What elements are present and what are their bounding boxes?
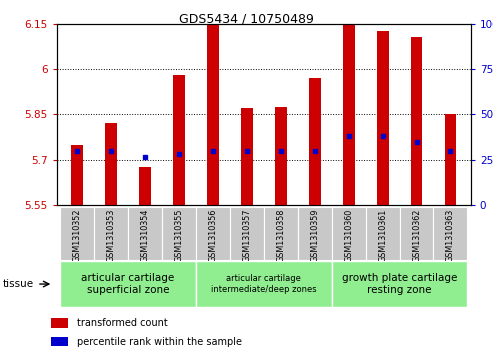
Bar	[173, 75, 185, 205]
Text: articular cartilage
superficial zone: articular cartilage superficial zone	[81, 273, 175, 295]
Text: GDS5434 / 10750489: GDS5434 / 10750489	[179, 13, 314, 26]
Bar	[207, 24, 219, 205]
Text: growth plate cartilage
resting zone: growth plate cartilage resting zone	[342, 273, 457, 295]
Text: GSM1310356: GSM1310356	[209, 208, 217, 262]
Bar	[332, 261, 467, 307]
Bar	[196, 261, 332, 307]
Bar	[445, 114, 457, 205]
Bar	[377, 31, 388, 205]
Text: GSM1310354: GSM1310354	[141, 208, 149, 262]
Bar	[230, 207, 264, 260]
Bar	[433, 207, 467, 260]
Bar	[366, 207, 399, 260]
Bar	[162, 207, 196, 260]
Bar	[51, 318, 68, 328]
Text: GSM1310352: GSM1310352	[72, 208, 81, 262]
Text: articular cartilage
intermediate/deep zones: articular cartilage intermediate/deep zo…	[211, 274, 317, 294]
Bar	[275, 107, 286, 205]
Bar	[139, 167, 151, 205]
Text: GSM1310358: GSM1310358	[276, 208, 285, 262]
Bar	[309, 78, 320, 205]
Bar	[60, 207, 94, 260]
Text: GSM1310353: GSM1310353	[106, 208, 115, 262]
Text: GSM1310359: GSM1310359	[310, 208, 319, 262]
Text: transformed count: transformed count	[76, 318, 167, 328]
Text: GSM1310355: GSM1310355	[175, 208, 183, 262]
Text: GSM1310363: GSM1310363	[446, 208, 455, 262]
Bar	[105, 123, 117, 205]
Bar	[264, 207, 298, 260]
Text: tissue: tissue	[2, 279, 34, 289]
Text: GSM1310357: GSM1310357	[242, 208, 251, 262]
Text: GSM1310360: GSM1310360	[344, 208, 353, 262]
Text: GSM1310362: GSM1310362	[412, 208, 421, 262]
Bar	[332, 207, 366, 260]
Bar	[71, 144, 83, 205]
Bar	[196, 207, 230, 260]
Bar	[60, 261, 196, 307]
Bar	[51, 337, 68, 346]
Text: GSM1310361: GSM1310361	[378, 208, 387, 262]
Bar	[128, 207, 162, 260]
Bar	[411, 37, 423, 205]
Bar	[94, 207, 128, 260]
Bar	[298, 207, 332, 260]
Text: percentile rank within the sample: percentile rank within the sample	[76, 337, 242, 347]
Bar	[241, 108, 253, 205]
Bar	[399, 207, 433, 260]
Bar	[343, 25, 354, 205]
